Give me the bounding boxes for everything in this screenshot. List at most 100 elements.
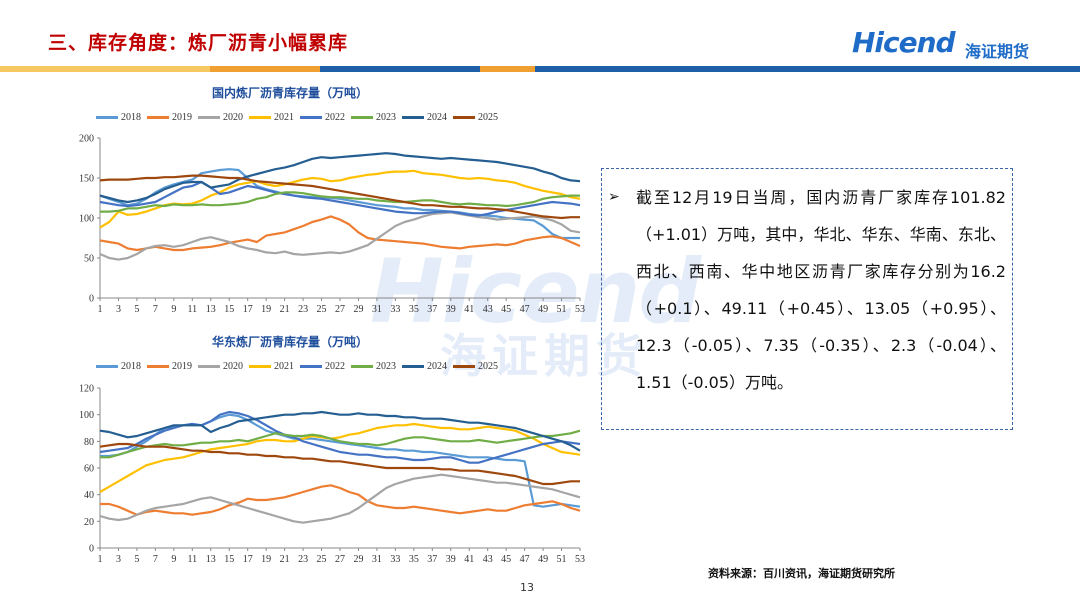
x-tick-label: 35 xyxy=(409,554,419,565)
series-line-2024 xyxy=(99,152,581,204)
x-tick-label: 19 xyxy=(261,304,271,315)
data-source: 资料来源：百川资讯，海证期货研究所 xyxy=(708,567,895,580)
legend-item-2024: 2024 xyxy=(402,112,447,123)
legend-swatch xyxy=(96,116,118,119)
brand-logo: Hicend 海证期货 xyxy=(852,26,1029,66)
series-line-2023 xyxy=(100,429,581,459)
series-line-2025 xyxy=(99,442,580,486)
x-tick-label: 13 xyxy=(206,304,216,315)
x-tick-label: 17 xyxy=(243,554,253,565)
x-tick-label: 9 xyxy=(171,304,176,315)
x-tick-label: 15 xyxy=(224,554,234,565)
x-tick-label: 13 xyxy=(206,554,216,565)
legend-item-2024: 2024 xyxy=(402,361,447,372)
legend-swatch xyxy=(300,365,322,368)
x-tick-label: 29 xyxy=(353,304,363,315)
x-tick-label: 51 xyxy=(557,554,567,565)
series-line-2021 xyxy=(99,422,581,493)
x-tick-label: 15 xyxy=(224,304,234,315)
legend-swatch xyxy=(453,365,475,368)
x-tick-label: 5 xyxy=(134,304,139,315)
x-tick-label: 43 xyxy=(483,304,493,315)
logo-cn-text: 海证期货 xyxy=(965,42,1030,61)
legend-swatch xyxy=(198,116,220,119)
legend-label: 2023 xyxy=(376,112,396,123)
legend-label: 2023 xyxy=(376,361,396,372)
legend-label: 2020 xyxy=(223,361,243,372)
x-tick-label: 53 xyxy=(575,554,585,565)
chart1-title: 国内炼厂沥青库存量（万吨） xyxy=(212,86,369,100)
legend-label: 2021 xyxy=(274,361,294,372)
legend-swatch xyxy=(198,365,220,368)
legend-swatch xyxy=(453,116,475,119)
legend-swatch xyxy=(249,116,271,119)
chart2-title: 华东炼厂沥青库存量（万吨） xyxy=(212,335,369,349)
y-tick-label: 50 xyxy=(84,254,94,265)
y-tick-label: 20 xyxy=(84,517,94,528)
legend-swatch xyxy=(249,365,271,368)
page-number: 13 xyxy=(520,581,534,594)
x-tick-label: 19 xyxy=(261,554,271,565)
series-line-2025 xyxy=(99,174,580,220)
legend-label: 2021 xyxy=(274,112,294,123)
x-tick-label: 37 xyxy=(427,304,437,315)
legend-label: 2022 xyxy=(325,112,345,123)
series-line-2022 xyxy=(99,180,581,217)
legend-item-2019: 2019 xyxy=(147,112,192,123)
x-tick-label: 23 xyxy=(298,554,308,565)
x-tick-label: 41 xyxy=(464,304,474,315)
x-tick-label: 39 xyxy=(446,554,456,565)
legend-item-2022: 2022 xyxy=(300,361,345,372)
legend-label: 2024 xyxy=(427,112,447,123)
legend-label: 2018 xyxy=(121,361,141,372)
x-tick-label: 7 xyxy=(153,554,158,565)
x-tick-label: 35 xyxy=(409,304,419,315)
x-tick-label: 17 xyxy=(243,304,253,315)
legend-item-2022: 2022 xyxy=(300,112,345,123)
x-tick-label: 27 xyxy=(335,554,345,565)
legend-item-2021: 2021 xyxy=(249,361,294,372)
legend-item-2018: 2018 xyxy=(96,361,141,372)
x-tick-label: 23 xyxy=(298,304,308,315)
x-tick-label: 49 xyxy=(538,304,548,315)
header-divider-bars xyxy=(0,66,1080,72)
x-tick-label: 29 xyxy=(353,554,363,565)
series-line-2019 xyxy=(99,215,581,252)
legend-label: 2022 xyxy=(325,361,345,372)
watermark: Hicend xyxy=(370,240,701,343)
x-tick-label: 45 xyxy=(501,554,511,565)
legend-item-2023: 2023 xyxy=(351,361,396,372)
x-tick-label: 5 xyxy=(134,554,139,565)
series-line-2019 xyxy=(100,484,581,516)
x-tick-label: 51 xyxy=(557,304,567,315)
y-tick-label: 100 xyxy=(79,214,94,225)
legend-swatch xyxy=(147,116,169,119)
legend-swatch xyxy=(351,116,373,119)
series-line-2020 xyxy=(99,473,581,524)
x-tick-label: 7 xyxy=(153,304,158,315)
y-tick-label: 150 xyxy=(79,174,94,185)
x-tick-label: 41 xyxy=(464,554,474,565)
x-tick-label: 11 xyxy=(187,554,197,565)
x-tick-label: 39 xyxy=(446,304,456,315)
x-tick-label: 3 xyxy=(116,304,121,315)
legend-label: 2019 xyxy=(172,361,192,372)
x-tick-label: 37 xyxy=(427,554,437,565)
series-line-2024 xyxy=(99,410,581,452)
x-tick-label: 21 xyxy=(280,304,290,315)
x-tick-label: 31 xyxy=(372,304,382,315)
x-tick-label: 45 xyxy=(501,304,511,315)
x-tick-label: 1 xyxy=(98,554,103,565)
x-tick-label: 49 xyxy=(538,554,548,565)
x-tick-label: 53 xyxy=(575,304,585,315)
slide-title: 三、库存角度：炼厂沥青小幅累库 xyxy=(48,32,349,54)
x-tick-label: 43 xyxy=(483,554,493,565)
x-tick-label: 33 xyxy=(390,304,400,315)
summary-text: 截至12月19日当周，国内沥青厂家库存101.82（+1.01）万吨，其中，华北… xyxy=(636,188,1006,392)
y-tick-label: 120 xyxy=(79,384,94,395)
legend-item-2020: 2020 xyxy=(198,112,243,123)
x-tick-label: 47 xyxy=(520,554,530,565)
x-tick-label: 21 xyxy=(280,554,290,565)
legend-item-2025: 2025 xyxy=(453,361,498,372)
